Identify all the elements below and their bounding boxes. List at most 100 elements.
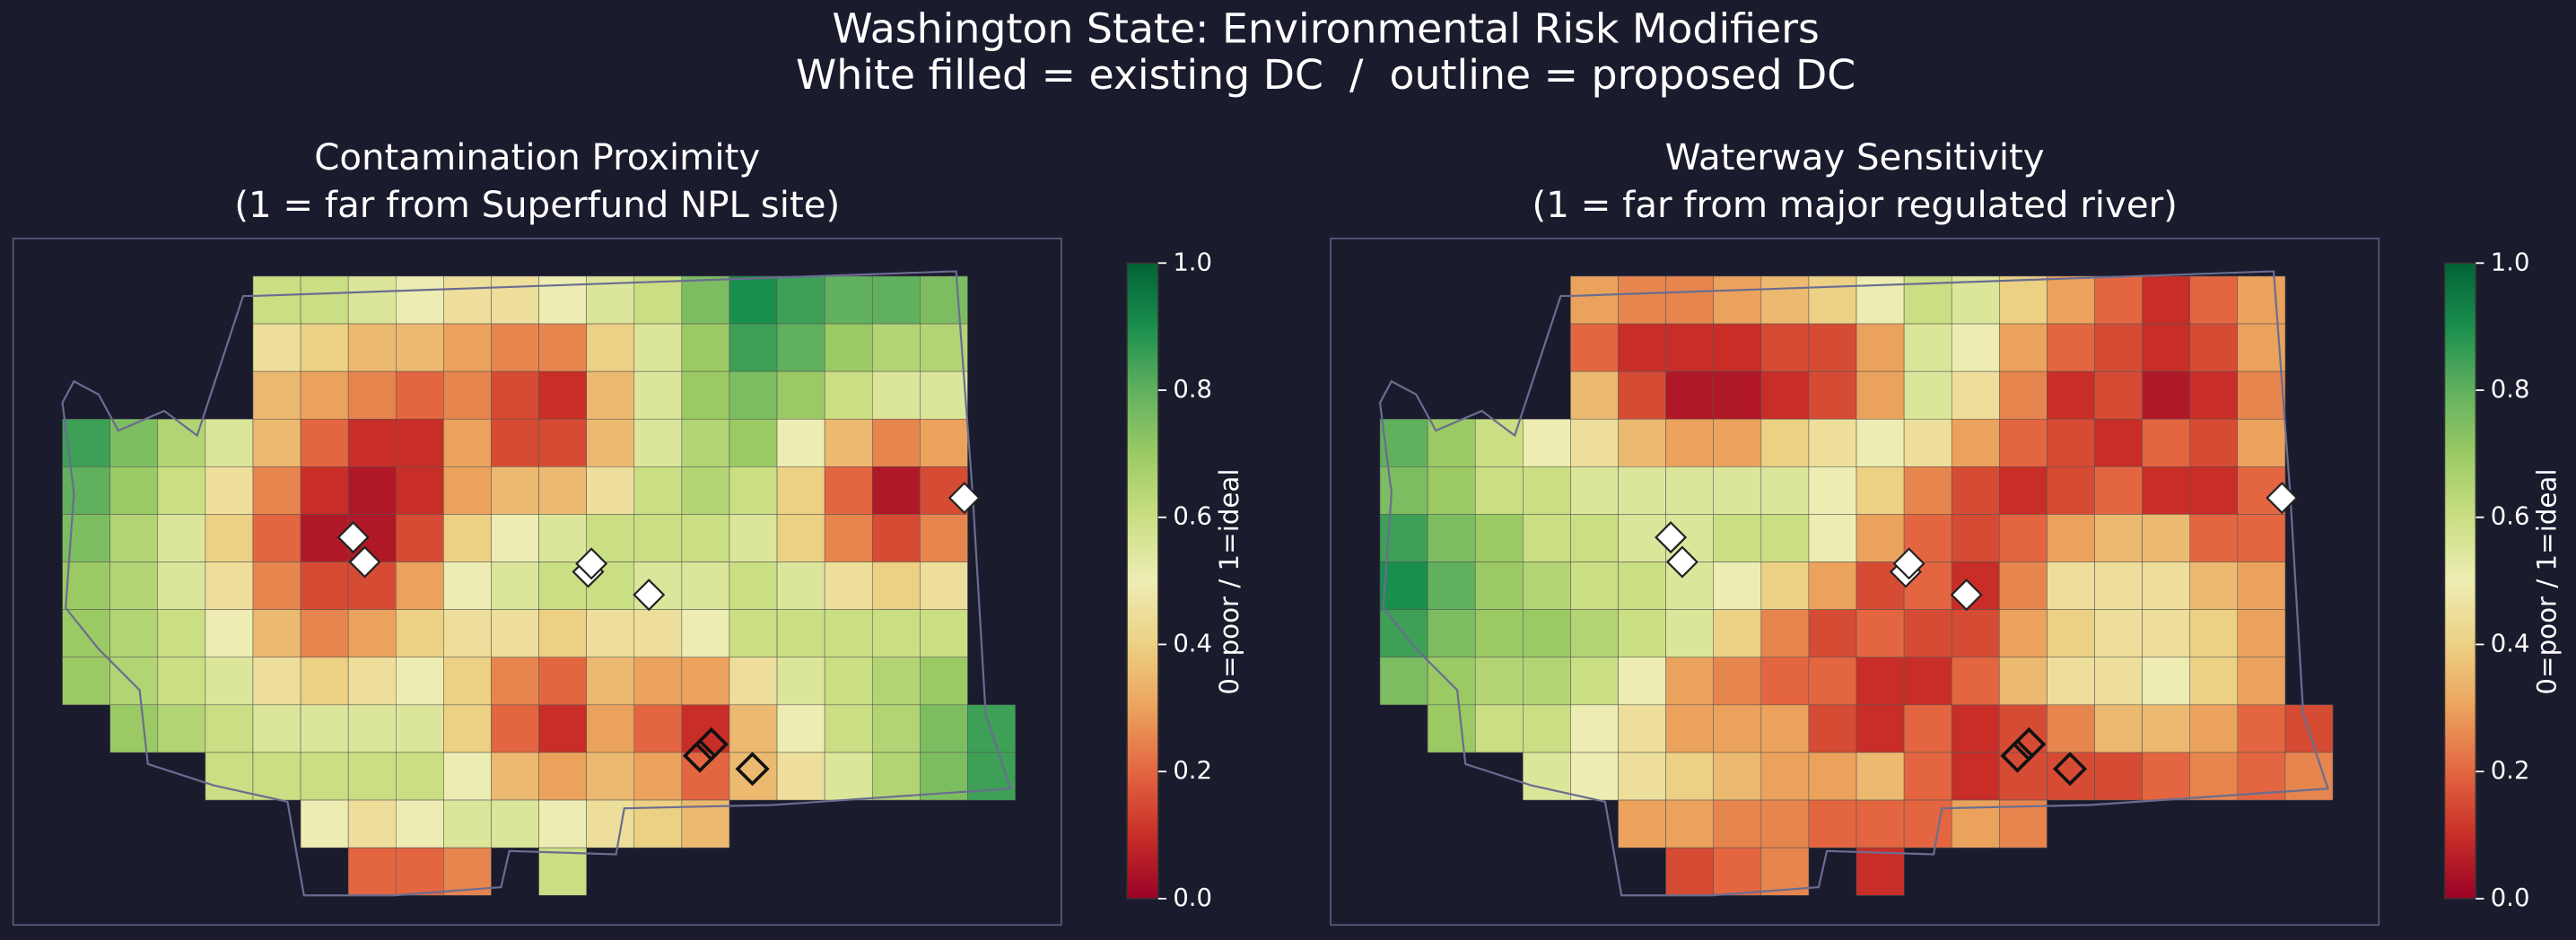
heatmap-cell [1474,514,1524,562]
heatmap-cell [1808,799,1857,849]
heatmap-cell [824,370,873,420]
heatmap-cell [2047,514,2095,562]
existing-dc [1950,579,1983,612]
colorbar-label: 0=poor / 1=ideal [2531,468,2562,694]
heatmap-cell [1665,704,1715,753]
heatmap-cell [2237,704,2286,753]
heatmap-cell [1903,704,1952,753]
panel-title: Contamination Proximity [314,137,760,178]
existing-dc [336,521,370,554]
heatmap-cell [729,561,778,610]
heatmap-cell [62,657,110,706]
heatmap-cell [729,657,778,706]
heatmap-cell [586,323,635,372]
heatmap-cell [443,514,492,562]
colorbar-tick-label: 0.8 [2491,376,2530,404]
heatmap-cell [1570,514,1619,562]
heatmap-cell [491,323,539,372]
heatmap-cell [2047,609,2095,658]
heatmap-cell [776,752,825,801]
heatmap-cell [871,466,921,515]
colorbar [2443,262,2477,900]
heatmap-cell [1427,657,1476,706]
heatmap-cell [1808,370,1857,420]
proposed-dc [2052,752,2088,787]
heatmap-cell [2237,561,2286,610]
heatmap-cell [109,466,159,515]
existing-dc [575,547,608,580]
existing-dc [947,482,981,515]
heatmap-cell [2237,418,2286,467]
heatmap-cell [920,657,968,706]
heatmap-cell [62,466,110,515]
heatmap-cell [1856,657,1905,706]
heatmap-cell [633,275,683,325]
heatmap-cell [1427,609,1476,658]
heatmap-cell [157,418,206,467]
heatmap-cell [776,514,825,562]
heatmap-cell [824,657,873,706]
heatmap-cell [1999,275,2048,325]
heatmap-cell [633,657,683,706]
heatmap-cell [1903,799,1952,849]
heatmap-cell [109,418,159,467]
heatmap-cell [538,418,587,467]
heatmap-cell [109,561,159,610]
state-outline [1378,270,2330,897]
axes-frame [12,237,1062,927]
heatmap-cell [2284,704,2334,753]
heatmap-cell [586,704,635,753]
heatmap-cell [538,323,587,372]
heatmap-cell [1618,466,1666,515]
heatmap-cell [347,275,397,325]
heatmap-cell [681,561,730,610]
heatmap-cell [2047,704,2095,753]
heatmap-cell [109,514,159,562]
heatmap-cell [2142,609,2190,658]
heatmap-cell [2094,514,2143,562]
heatmap-cell [347,418,397,467]
heatmap-cell [1713,370,1762,420]
heatmap-cell [1665,609,1715,658]
heatmap-cell [871,561,921,610]
heatmap-cell [2047,561,2095,610]
heatmap-cell [920,514,968,562]
heatmap-cell [871,609,921,658]
heatmap-cell [491,370,539,420]
heatmap-cell [776,370,825,420]
heatmap-cell [2189,370,2239,420]
heatmap-cell [1999,561,2048,610]
heatmap-cell [1427,466,1476,515]
heatmap-cell [300,370,349,420]
heatmap-cell [347,609,397,658]
heatmap-cell [1570,275,1619,325]
heatmap-cell [1856,466,1905,515]
heatmap-cell [1903,370,1952,420]
heatmap-cell [2094,561,2143,610]
heatmap-cell [491,514,539,562]
heatmap-cell [633,514,683,562]
heatmap-cell [347,752,397,801]
heatmap-cell [62,561,110,610]
heatmap-cell [2237,657,2286,706]
heatmap-cell [538,657,587,706]
colorbar-tick-label: 0.8 [1173,376,1212,404]
heatmap-cell [2047,418,2095,467]
heatmap-cell [300,752,349,801]
heatmap-cell [920,275,968,325]
heatmap-cell [1618,657,1666,706]
heatmap-cell [443,609,492,658]
heatmap-cell [920,370,968,420]
heatmap-cell [157,704,206,753]
heatmap-cell [729,323,778,372]
heatmap-cell [1760,799,1810,849]
heatmap-cell [1618,418,1666,467]
heatmap-cell [633,323,683,372]
heatmap-cell [2189,466,2239,515]
heatmap-cell [681,799,730,849]
heatmap-cell [1856,847,1905,896]
heatmap-cell [681,514,730,562]
heatmap-cell [1951,704,2000,753]
heatmap-cell [1999,609,2048,658]
heatmap-cell [2189,609,2239,658]
